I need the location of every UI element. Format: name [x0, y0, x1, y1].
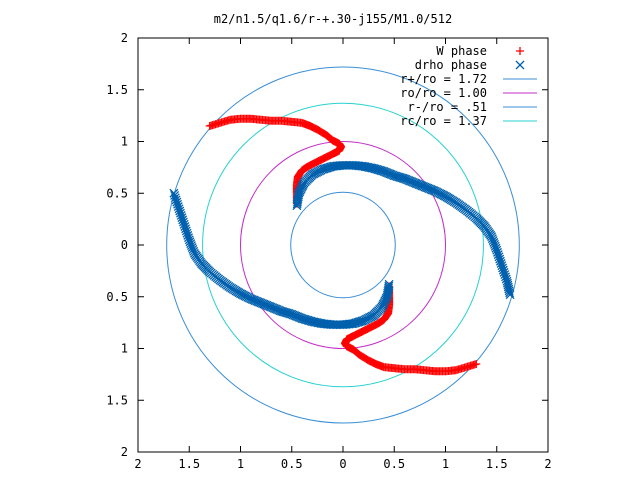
- phase-series: [169, 114, 515, 376]
- x-tick-label: 0.5: [281, 457, 303, 471]
- y-tick-label: 1.5: [106, 393, 128, 407]
- x-tick-label: 1: [237, 457, 244, 471]
- legend-label: drho phase: [415, 58, 487, 72]
- circle-radius-0-51: [290, 191, 396, 299]
- legend-label: r-/ro = .51: [408, 100, 487, 114]
- drho-phase-point: [169, 188, 179, 198]
- circle-radius-1-37: [202, 102, 484, 388]
- drho-phase-point: [294, 190, 304, 200]
- legend-label: r+/ro = 1.72: [400, 72, 487, 86]
- y-tick-label: 2: [121, 445, 128, 459]
- drho-phase-point: [293, 192, 303, 202]
- y-tick-label: 1: [121, 135, 128, 149]
- circle-radius-1-72: [166, 66, 520, 424]
- legend-marker-sample: [515, 60, 525, 70]
- x-axis-ticks: 2 1.5 1 0.5 0 0.5 1 1.5 2: [134, 38, 552, 471]
- drho-phase-point: [170, 191, 180, 200]
- y-tick-label: 0.5: [106, 186, 128, 200]
- x-tick-label: 0.5: [383, 457, 405, 471]
- drho-phase-point: [383, 288, 393, 298]
- circle-radius-1: [240, 141, 446, 349]
- x-tick-label: 2: [544, 457, 551, 471]
- x-tick-label: 0: [339, 457, 346, 471]
- y-tick-label: 1: [121, 342, 128, 356]
- x-tick-label: 1: [442, 457, 449, 471]
- x-tick-label: 1.5: [486, 457, 508, 471]
- drho-phase-point: [505, 290, 515, 300]
- chart-title: m2/n1.5/q1.6/r-+.30-j155/M1.0/512: [214, 12, 452, 26]
- drho-phase-point: [505, 288, 515, 298]
- y-axis-ticks: 2 1.5 1 0.5 0 0.5 1 1.5 2: [106, 31, 548, 459]
- y-tick-label: 2: [121, 31, 128, 45]
- reference-circles: [166, 66, 520, 424]
- legend-label: W phase: [436, 44, 487, 58]
- y-tick-label: 0: [121, 238, 128, 252]
- x-tick-label: 2: [134, 457, 141, 471]
- legend-label: ro/ro = 1.00: [400, 86, 487, 100]
- y-tick-label: 1.5: [106, 83, 128, 97]
- drho-phase-point: [382, 290, 392, 300]
- legend-marker-sample: [516, 47, 524, 55]
- x-tick-label: 1.5: [178, 457, 200, 471]
- y-tick-label: 0.5: [106, 290, 128, 304]
- legend-label: rc/ro = 1.37: [400, 114, 487, 128]
